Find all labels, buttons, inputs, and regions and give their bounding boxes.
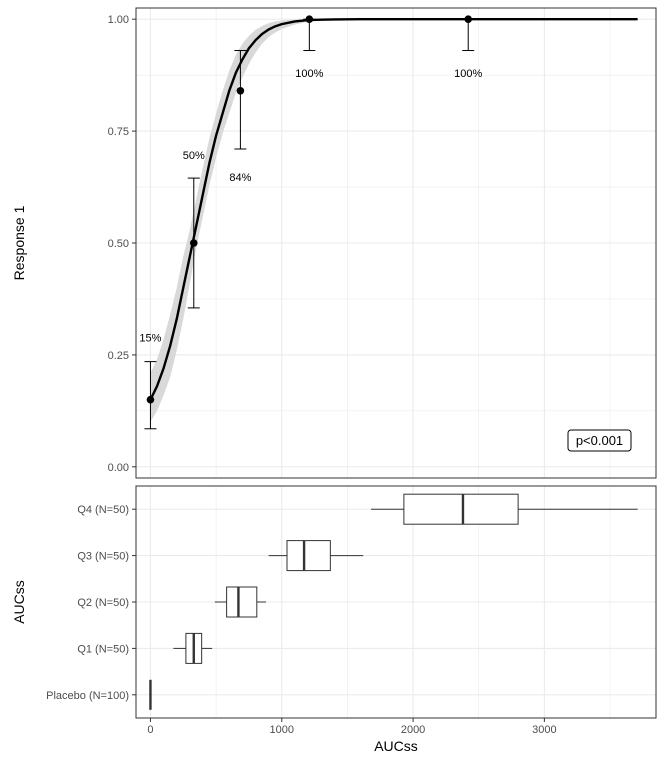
box-iqr-4	[403, 493, 519, 525]
observed-point-0	[146, 395, 155, 404]
bottom-xtick-label-3: 3000	[532, 724, 556, 736]
axis-titles: Response 1 AUCss AUCss	[11, 205, 418, 754]
percent-label-1: 50%	[183, 150, 205, 162]
category-label-0: Placebo (N=100)	[46, 690, 129, 702]
category-label-4: Q4 (N=50)	[77, 504, 129, 516]
confidence-band	[150, 19, 638, 423]
percent-label-3: 100%	[295, 68, 323, 80]
bottom-xtick-label-1: 1000	[270, 724, 294, 736]
top-ytick-label-4: 1.00	[108, 14, 129, 26]
pvalue-text: p<0.001	[576, 433, 623, 448]
category-label-2: Q2 (N=50)	[77, 597, 129, 609]
percent-label-4: 100%	[454, 68, 482, 80]
response-panel: 15% 50% 84% 100% 100% p<0.001 0.00 0.25 0.50 0.75…	[108, 7, 657, 479]
box-iqr-3	[286, 540, 331, 572]
top-ytick-label-3: 0.75	[108, 126, 129, 138]
category-label-1: Q1 (N=50)	[77, 643, 129, 655]
observed-point-3	[305, 15, 314, 23]
percent-label-0: 15%	[139, 333, 161, 345]
pvalue-box	[567, 429, 632, 452]
top-ytick-label-2: 0.50	[108, 238, 129, 250]
top-ytick-label-1: 0.25	[108, 350, 129, 362]
bottom-y-axis-title: AUCss	[11, 580, 27, 624]
bottom-xtick-label-2: 2000	[401, 724, 425, 736]
category-label-3: Q3 (N=50)	[77, 551, 129, 563]
percent-label-2: 84%	[229, 172, 251, 184]
observed-point-1	[189, 239, 198, 247]
x-axis-title: AUCss	[374, 738, 418, 754]
auc-boxplot-panel: Placebo (N=100) Q1 (N=50) Q2 (N=50) Q3 (N=5…	[46, 485, 657, 736]
logistic-fit-line	[149, 17, 638, 401]
top-ytick-label-0: 0.00	[108, 462, 129, 474]
top-y-axis-title: Response 1	[11, 205, 27, 280]
bottom-xtick-label-0: 0	[147, 724, 153, 736]
box-iqr-2	[226, 586, 258, 618]
observed-point-4	[464, 15, 473, 23]
observed-point-2	[236, 87, 245, 95]
